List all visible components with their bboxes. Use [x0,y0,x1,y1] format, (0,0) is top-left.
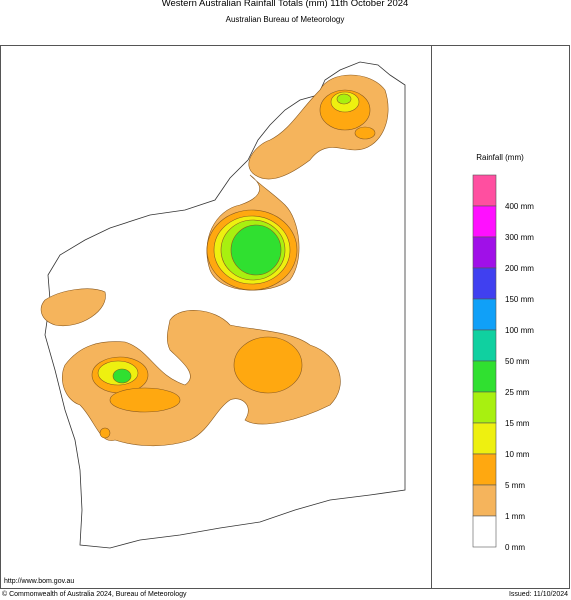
legend-swatch [472,360,497,393]
frame [0,45,570,589]
legend-label: 200 mm [505,264,534,273]
legend-swatch [472,298,497,331]
legend-label: 15 mm [505,419,530,428]
map [40,61,406,549]
footer-issued: Issued: 11/10/2024 [509,591,568,598]
rainfall-areas [40,74,389,447]
subtitle: Australian Bureau of Meteorology [226,15,345,24]
legend-title: Rainfall (mm) [476,153,524,162]
legend-label: 1 mm [505,512,525,521]
legend-swatch [472,422,497,455]
legend-label: 5 mm [505,481,525,490]
legend-swatch [472,267,497,300]
legend-label: 0 mm [505,543,525,552]
legend-swatch [472,205,497,238]
legend-label: 10 mm [505,450,530,459]
legend-label: 50 mm [505,357,530,366]
legend-swatch [472,453,497,486]
legend: Rainfall (mm) 400 mm 300 mm 200 mm 150 mm 10… [472,153,534,552]
legend-swatch [472,484,497,517]
legend-label: 150 mm [505,295,534,304]
legend-swatch [472,329,497,362]
legend-label: 400 mm [505,202,534,211]
title: Western Australian Rainfall Totals (mm) … [162,0,409,9]
legend-swatch [472,391,497,424]
legend-swatch [472,174,497,207]
legend-swatch [472,236,497,269]
legend-label: 100 mm [505,326,534,335]
footer-url: http://www.bom.gov.au [4,578,74,585]
legend-label: 300 mm [505,233,534,242]
legend-label: 25 mm [505,388,530,397]
footer-copyright: © Commonwealth of Australia 2024, Bureau… [2,590,187,598]
legend-swatch [472,515,497,548]
